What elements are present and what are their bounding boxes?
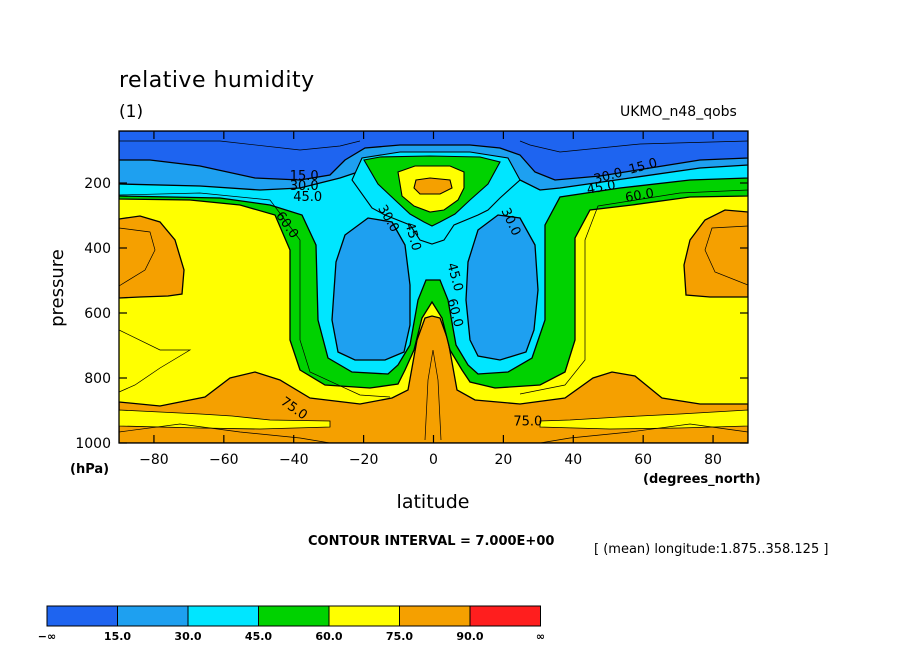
color-bar-label: ∞ (536, 630, 545, 643)
contour-label: 30.0 (592, 166, 624, 188)
x-tick-label: 0 (429, 452, 438, 468)
contour-label: 15.0 (627, 156, 659, 178)
color-bar-label: 45.0 (245, 630, 272, 643)
x-tick-label: 40 (564, 452, 582, 468)
y-tick-label: 800 (84, 371, 111, 387)
color-bar-swatch (117, 605, 189, 627)
dataset-name: UKMO_n48_qobs (620, 104, 737, 120)
region-cyan (119, 131, 748, 375)
color-bar-swatch (399, 605, 471, 627)
region-orange-low (119, 315, 748, 443)
chart-subtitle: (1) (119, 102, 144, 122)
chart-title: relative humidity (119, 68, 315, 93)
y-tick-label: 1000 (75, 436, 111, 452)
contour-interval: CONTOUR INTERVAL = 7.000E+00 (308, 534, 555, 549)
averaging-info: [ (mean) longitude:1.875..358.125 ] (594, 542, 829, 557)
contour-label: 60.0 (624, 186, 655, 206)
color-bar-swatch (46, 605, 118, 627)
x-tick-label: 20 (494, 452, 512, 468)
region-blue-cell-left (331, 217, 411, 361)
contour-label: 45.0 (586, 178, 617, 198)
contour-label: 45.0 (402, 221, 424, 253)
color-bar-label: 60.0 (315, 630, 342, 643)
y-tick-label: 400 (84, 241, 111, 257)
color-bar-label: 30.0 (174, 630, 201, 643)
region-blue-cell-right (465, 214, 539, 361)
contour-label: 30.0 (290, 179, 319, 194)
x-tick-label: 60 (634, 452, 652, 468)
contour-fields (119, 131, 748, 443)
color-bar: −∞ 15.0 30.0 45.0 60.0 75.0 90.0 ∞ (38, 605, 545, 643)
contour-lines (119, 140, 748, 443)
x-tick-label: −60 (209, 452, 239, 468)
color-bar-swatch (469, 605, 541, 627)
color-bar-label: 15.0 (104, 630, 131, 643)
contour-label: 60.0 (443, 297, 465, 329)
y-tick-label: 600 (84, 306, 111, 322)
color-bar-swatch (258, 605, 330, 627)
y-tick-label: 200 (84, 176, 111, 192)
color-bar-swatch (328, 605, 400, 627)
x-axis-label: latitude (397, 491, 470, 513)
region-orange-top (413, 177, 453, 195)
y-axis-unit: (hPa) (70, 462, 109, 477)
y-axis: 200 400 600 800 1000 (75, 176, 748, 452)
contour-label: 45.0 (443, 261, 465, 293)
contour-label: 45.0 (293, 190, 322, 205)
region-deep-blue (119, 131, 748, 181)
contour-label: 15.0 (290, 169, 319, 184)
x-tick-label: −20 (349, 452, 379, 468)
color-bar-label: 75.0 (386, 630, 413, 643)
color-bar-swatch (187, 605, 259, 627)
y-axis-label: pressure (47, 249, 68, 327)
x-tick-label: −80 (139, 452, 169, 468)
x-axis-unit: (degrees_north) (643, 472, 761, 487)
contour-label: 75.0 (513, 414, 542, 429)
color-bar-label: 90.0 (456, 630, 483, 643)
color-bar-label: −∞ (38, 630, 56, 643)
x-axis: −80 −60 −40 −20 0 20 40 60 80 (139, 131, 722, 468)
region-orange-right (683, 209, 748, 298)
x-tick-label: −40 (279, 452, 309, 468)
x-tick-label: 80 (704, 452, 722, 468)
